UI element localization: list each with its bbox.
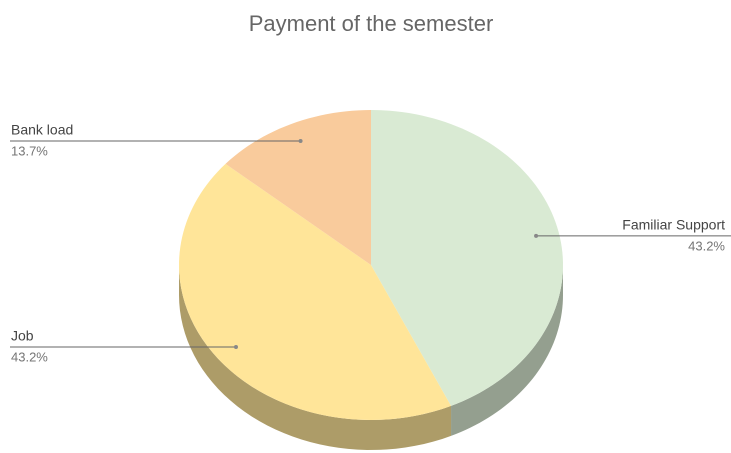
- label-name: Bank load: [11, 122, 73, 138]
- label-name: Job: [11, 328, 34, 344]
- pie-slice: [225, 110, 371, 265]
- label-value: 13.7%: [11, 143, 48, 158]
- leader-dot: [534, 233, 539, 238]
- leader-dot: [233, 344, 238, 349]
- pie-side: [451, 265, 563, 436]
- pie-side: [179, 265, 452, 450]
- leader-dot: [298, 139, 303, 144]
- label-value: 43.2%: [688, 238, 725, 253]
- label-name: Familiar Support: [622, 217, 725, 233]
- pie-slice: [371, 110, 563, 406]
- chart-title: Payment of the semester: [249, 11, 494, 36]
- pie-slice: [179, 163, 452, 420]
- label-value: 43.2%: [11, 349, 48, 364]
